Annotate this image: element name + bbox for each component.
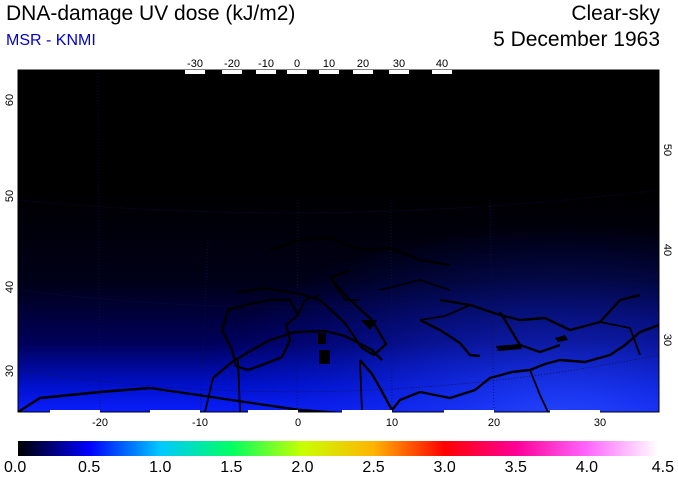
bottom-longitude-labels: -20 -10 0 10 20 30: [92, 417, 606, 429]
right-lat-label: 50: [661, 144, 673, 156]
sky-condition-label: Clear-sky: [571, 2, 660, 25]
tick-segment: [319, 70, 339, 74]
date-label: 5 December 1963: [493, 28, 660, 51]
left-lat-label: 50: [4, 190, 16, 202]
top-lon-label: 0: [294, 58, 300, 70]
producer-label: MSR - KNMI: [6, 32, 96, 49]
top-lon-label: -10: [258, 58, 274, 70]
tick-segment: [150, 410, 200, 413]
colorbar-label: 2.5: [362, 459, 385, 476]
colorbar-label: 1.0: [149, 459, 172, 476]
map-title: DNA-damage UV dose (kJ/m2): [6, 2, 296, 25]
tick-segment: [256, 70, 276, 74]
colorbar-label: 4.0: [575, 459, 598, 476]
country-borders: [204, 277, 641, 412]
top-lon-label: -20: [224, 58, 240, 70]
tick-segment: [222, 70, 242, 74]
tick-segment: [342, 410, 392, 413]
bottom-lon-label: -10: [192, 417, 208, 429]
tick-segment: [287, 70, 307, 74]
colorbar-label: 3.5: [504, 459, 527, 476]
top-lon-label: 10: [323, 58, 335, 70]
tick-segment: [444, 410, 494, 413]
colorbar-label: 1.5: [220, 459, 243, 476]
tick-segment: [353, 70, 373, 74]
top-lon-label: 20: [357, 58, 369, 70]
islands: [318, 320, 568, 364]
colorbar-label: 0.5: [77, 459, 101, 476]
left-lat-label: 60: [4, 94, 16, 106]
bottom-lon-label: 0: [295, 417, 301, 429]
bottom-lon-label: 30: [594, 417, 606, 429]
uv-dose-map: -30 -20 -10 0 10 20 30 40 -20 -10 0 10 20 30 60 50 40 3…: [4, 58, 673, 429]
colorbar-label: 2.0: [291, 459, 314, 476]
coastlines: [18, 236, 659, 412]
bottom-lon-label: 10: [386, 417, 398, 429]
tick-segment: [389, 70, 409, 74]
left-lat-label: 40: [4, 281, 16, 293]
tick-segment: [50, 410, 100, 413]
left-lat-label: 30: [4, 365, 16, 377]
tick-segment: [185, 70, 205, 74]
colorbar-label: 3.0: [433, 459, 456, 476]
right-latitude-labels: 50 40 30: [661, 144, 673, 346]
bottom-lon-label: -20: [92, 417, 108, 429]
uv-colorbar: [18, 441, 658, 456]
tick-segment: [550, 410, 600, 413]
right-lat-label: 30: [661, 334, 673, 346]
top-lon-label: 40: [436, 58, 448, 70]
colorbar-label: 4.5: [651, 459, 674, 476]
tick-segment: [248, 410, 298, 413]
tick-segment: [432, 70, 452, 74]
colorbar-label: 0.0: [4, 459, 27, 476]
top-longitude-labels: -30 -20 -10 0 10 20 30 40: [187, 58, 448, 70]
graticule: [18, 70, 659, 412]
bottom-lon-label: 20: [488, 417, 500, 429]
right-lat-label: 40: [661, 244, 673, 256]
top-lon-label: -30: [187, 58, 203, 70]
left-latitude-labels: 60 50 40 30: [4, 94, 16, 377]
top-lon-label: 30: [393, 58, 405, 70]
